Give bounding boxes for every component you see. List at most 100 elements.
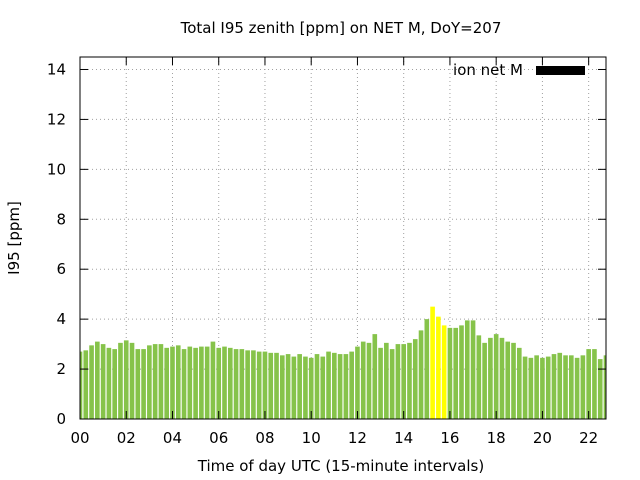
y-tick-label: 14 (47, 60, 66, 78)
bar (222, 346, 227, 419)
bar (291, 356, 297, 419)
bar (355, 346, 360, 419)
bar (274, 352, 279, 419)
grid (80, 57, 606, 419)
plot-frame (79, 56, 607, 420)
bar (118, 342, 123, 419)
bar (424, 319, 430, 419)
y-tick-label: 2 (56, 360, 66, 378)
x-tick-label: 12 (348, 429, 367, 447)
bar (516, 347, 522, 419)
bar (332, 352, 337, 419)
bar (563, 355, 568, 419)
bar (147, 345, 152, 419)
bar (569, 355, 574, 419)
bar (574, 357, 580, 419)
x-axis-label: Time of day UTC (15-minute intervals) (197, 457, 484, 475)
x-tick-label: 04 (163, 429, 182, 447)
bar (372, 334, 378, 419)
bar (181, 349, 187, 419)
x-tick-label: 06 (209, 429, 228, 447)
bar (83, 350, 89, 419)
bar (476, 335, 482, 419)
bar (268, 352, 274, 419)
bar (227, 347, 233, 419)
bar (499, 337, 505, 419)
bar (378, 347, 383, 419)
bar (204, 346, 210, 419)
bar (320, 356, 326, 419)
bar (80, 351, 83, 419)
x-tick-label: 08 (255, 429, 274, 447)
bar (389, 349, 395, 419)
bar (233, 349, 239, 419)
bar (545, 356, 551, 419)
bar (534, 355, 539, 419)
bar (106, 347, 112, 419)
bar (407, 342, 412, 419)
y-tick-label: 0 (56, 410, 66, 428)
bar (349, 351, 354, 419)
bar (256, 351, 262, 419)
highlighted-bar (430, 306, 435, 419)
y-tick-label: 8 (56, 210, 66, 228)
x-tick-label: 02 (117, 429, 136, 447)
bar (187, 346, 193, 419)
bar (343, 354, 349, 419)
bar (505, 341, 511, 419)
bar (580, 355, 586, 419)
y-axis-label: I95 [ppm] (5, 201, 23, 275)
x-tick-label: 22 (579, 429, 598, 447)
bar (464, 320, 470, 419)
bar (95, 341, 100, 419)
bar (193, 347, 198, 419)
bar (540, 357, 545, 419)
bar (170, 346, 175, 419)
bar (522, 356, 528, 419)
x-tick-label: 00 (70, 429, 89, 447)
bar (447, 327, 453, 419)
bar (210, 341, 216, 419)
bar (175, 345, 181, 419)
bar (360, 341, 366, 419)
bar (557, 352, 563, 419)
bar (395, 344, 401, 419)
x-tick-label: 10 (302, 429, 321, 447)
bar (528, 357, 534, 419)
x-tick-label: 14 (394, 429, 413, 447)
bar (89, 345, 94, 419)
bar (470, 320, 476, 419)
bar (308, 357, 314, 419)
bar (135, 349, 141, 419)
bar (592, 349, 597, 419)
bar (285, 354, 291, 419)
bars (80, 306, 606, 419)
bar (123, 340, 129, 419)
legend: ion net M (453, 61, 585, 79)
x-tick-label: 16 (440, 429, 459, 447)
bar (297, 354, 302, 419)
bar (239, 349, 245, 419)
bar (597, 359, 603, 419)
bar (251, 350, 256, 419)
bar (384, 342, 389, 419)
legend-swatch (536, 66, 585, 75)
bar (216, 347, 222, 419)
y-tick-label: 4 (56, 310, 66, 328)
bar (551, 354, 557, 419)
y-tick-label: 10 (47, 160, 66, 178)
highlighted-bar (441, 325, 447, 419)
bar (586, 349, 591, 419)
bar (482, 342, 487, 419)
legend-label: ion net M (453, 61, 523, 79)
bar (303, 356, 308, 419)
bar (493, 334, 499, 419)
chart-title: Total I95 zenith [ppm] on NET M, DoY=207 (180, 19, 502, 37)
bar (418, 330, 424, 419)
bar (164, 347, 170, 419)
bar (100, 344, 106, 419)
x-tick-label: 18 (487, 429, 506, 447)
bar (412, 339, 418, 419)
